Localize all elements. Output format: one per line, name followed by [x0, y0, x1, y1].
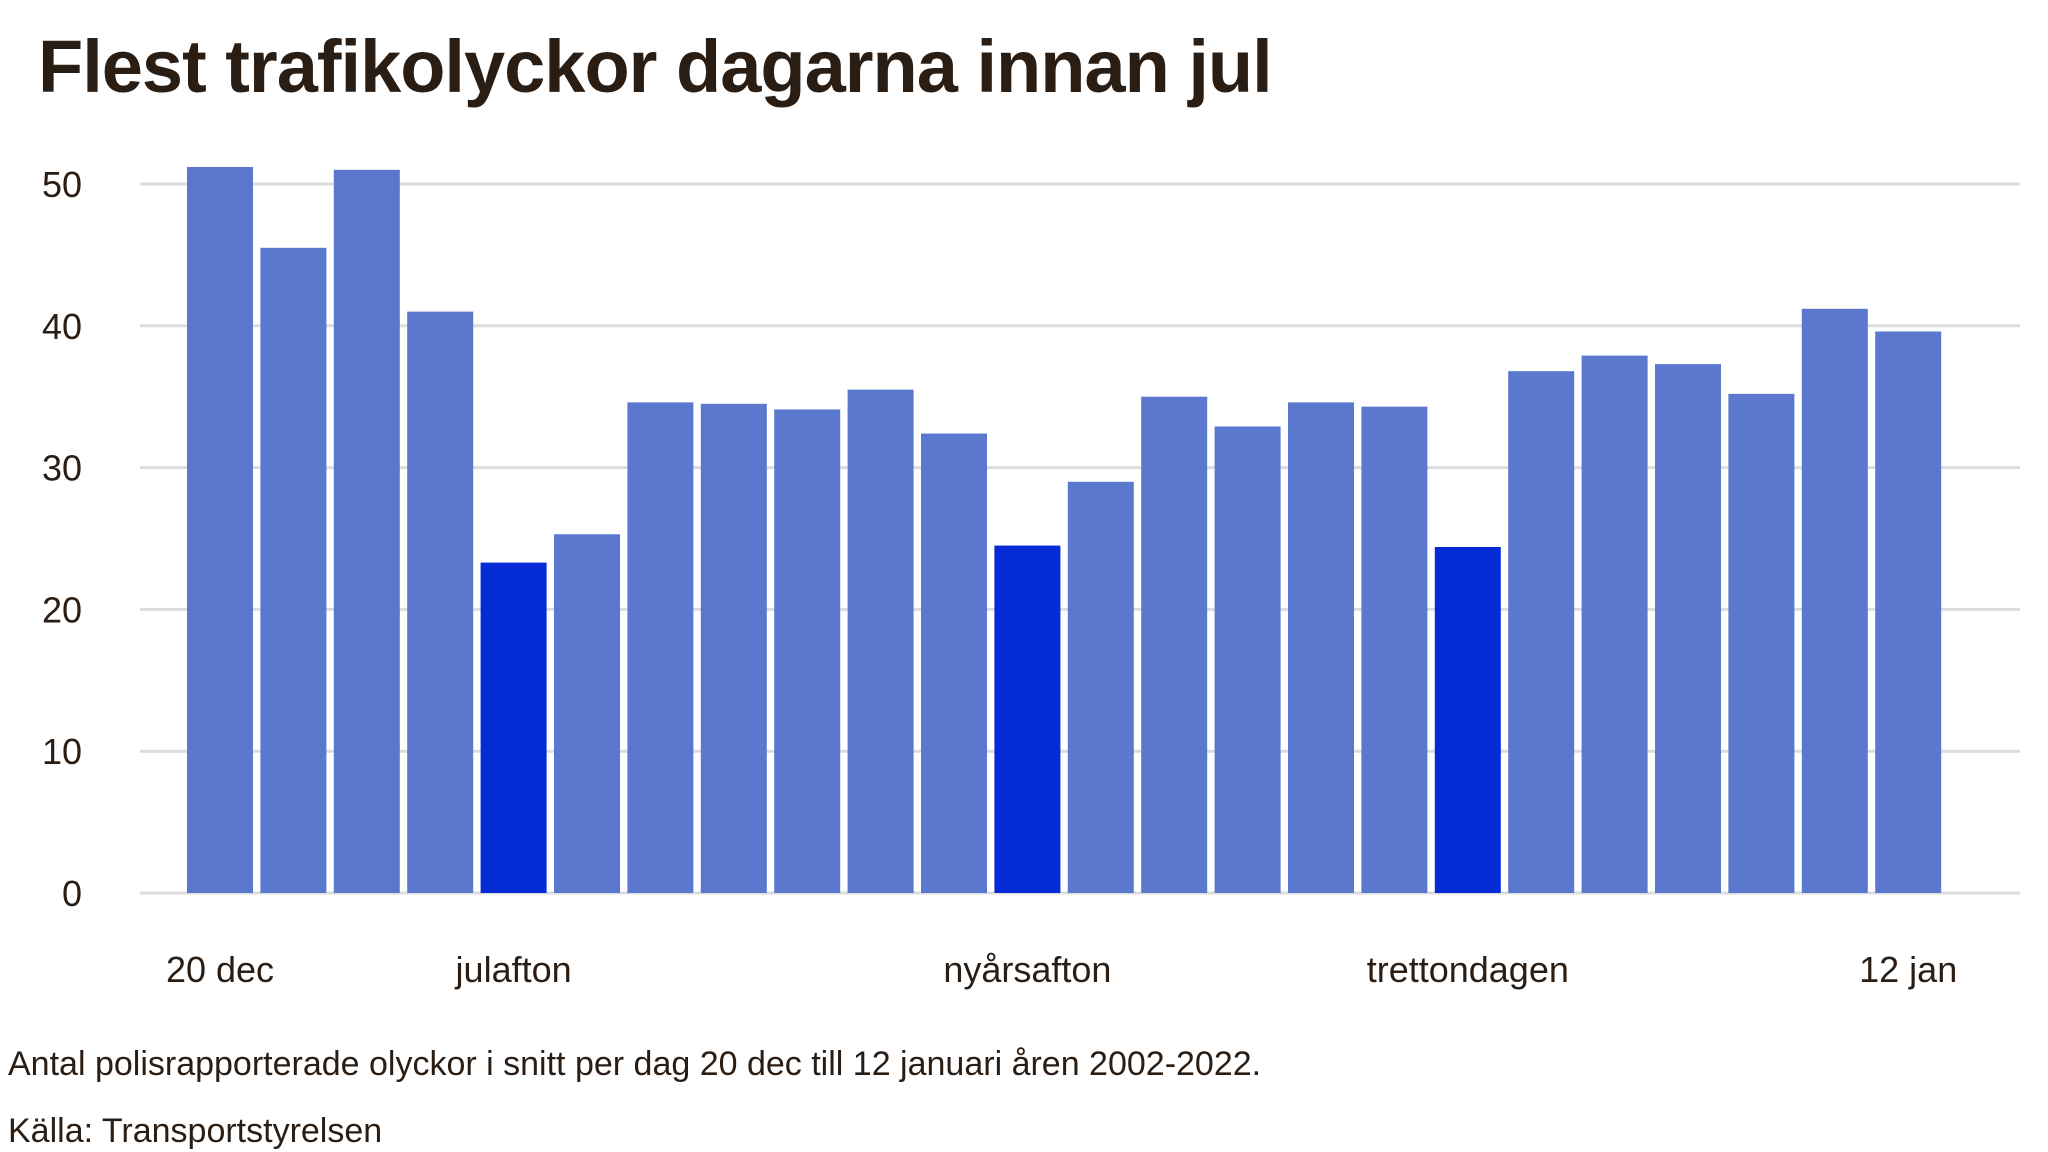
bar — [1361, 406, 1428, 893]
bar — [187, 166, 253, 893]
bar — [1581, 355, 1648, 893]
y-tick-label: 0 — [62, 873, 82, 914]
x-tick-label: julafton — [455, 949, 572, 990]
bar — [1214, 426, 1281, 893]
bar — [260, 247, 327, 893]
y-tick-label: 20 — [42, 589, 82, 630]
bar — [847, 389, 914, 893]
bar — [774, 409, 841, 893]
chart-source: Källa: Transportstyrelsen — [8, 1112, 383, 1150]
y-tick-label: 50 — [42, 164, 82, 205]
x-tick-label: trettondagen — [1367, 949, 1569, 990]
y-axis-ticks: 0 10 20 30 40 50 — [42, 164, 82, 914]
bar-highlighted — [480, 562, 547, 893]
bar — [700, 403, 767, 893]
bar — [333, 169, 400, 893]
bars — [187, 166, 1942, 893]
chart-note: Antal polisrapporterade olyckor i snitt … — [8, 1045, 1262, 1083]
bar — [1875, 331, 1942, 893]
chart-title: Flest trafikolyckor dagarna innan jul — [38, 25, 1273, 108]
bar — [627, 402, 694, 893]
bar — [1288, 402, 1354, 893]
bar — [1067, 481, 1134, 893]
y-tick-label: 30 — [42, 448, 82, 489]
y-tick-label: 10 — [42, 731, 82, 772]
bar-highlighted — [994, 545, 1061, 893]
x-tick-label: 20 dec — [166, 949, 274, 990]
bar — [921, 433, 987, 893]
bar — [1801, 308, 1868, 893]
bar-highlighted — [1434, 547, 1501, 893]
bar — [1728, 393, 1795, 893]
bar-chart: 0 10 20 30 40 50 20 dec julafton nyårsafton tret… — [42, 164, 2020, 990]
x-axis-ticks: 20 dec julafton nyårsafton trettondagen 12 j… — [166, 949, 1957, 990]
x-tick-label: nyårsafton — [943, 949, 1111, 990]
bar — [407, 311, 474, 893]
x-tick-label: 12 jan — [1859, 949, 1957, 990]
bar — [1655, 364, 1721, 893]
bar — [1141, 396, 1208, 893]
bar — [1508, 371, 1575, 893]
bar — [554, 534, 620, 893]
y-tick-label: 40 — [42, 306, 82, 347]
